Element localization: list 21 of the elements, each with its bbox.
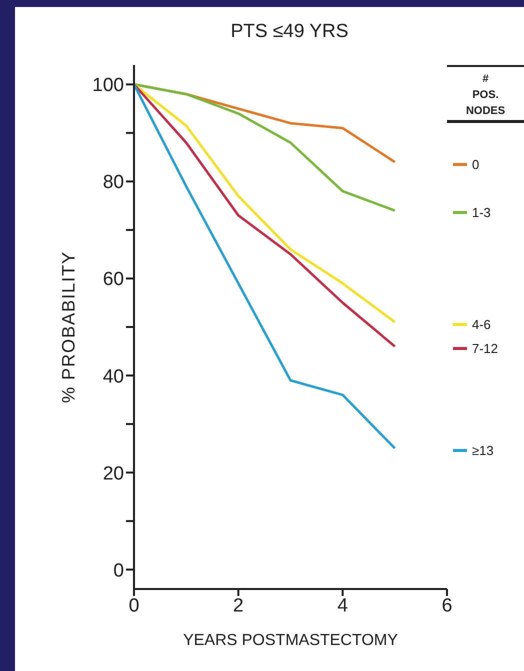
x-tick-label: 6	[442, 595, 452, 616]
y-axis-title: % PROBABILITY	[58, 250, 78, 404]
legend-label: 4-6	[472, 316, 491, 332]
x-tick-label: 2	[233, 595, 244, 616]
legend-label: 0	[472, 156, 480, 172]
chart-title: PTS ≤49 YRS	[230, 21, 350, 43]
x-tick-label: 0	[128, 595, 140, 616]
x-tick-label: 4	[337, 595, 348, 616]
y-tick-label: 100	[92, 75, 124, 96]
y-tick-label: 80	[102, 172, 124, 194]
line-series	[134, 83, 396, 212]
y-tick-label: 40	[102, 366, 124, 388]
y-tick-label: 20	[102, 463, 124, 484]
legend-label: 1-3	[472, 205, 491, 220]
legend-label: ≥13	[472, 442, 494, 458]
y-tick-label: 0	[113, 560, 124, 582]
y-tick-label: 60	[102, 269, 124, 290]
legend-title: # POS. NODES	[447, 67, 524, 123]
legend-label: 7-12	[472, 340, 498, 356]
x-axis-title: YEARS POSTMASTECTOMY	[183, 632, 398, 649]
line-series	[134, 83, 396, 450]
